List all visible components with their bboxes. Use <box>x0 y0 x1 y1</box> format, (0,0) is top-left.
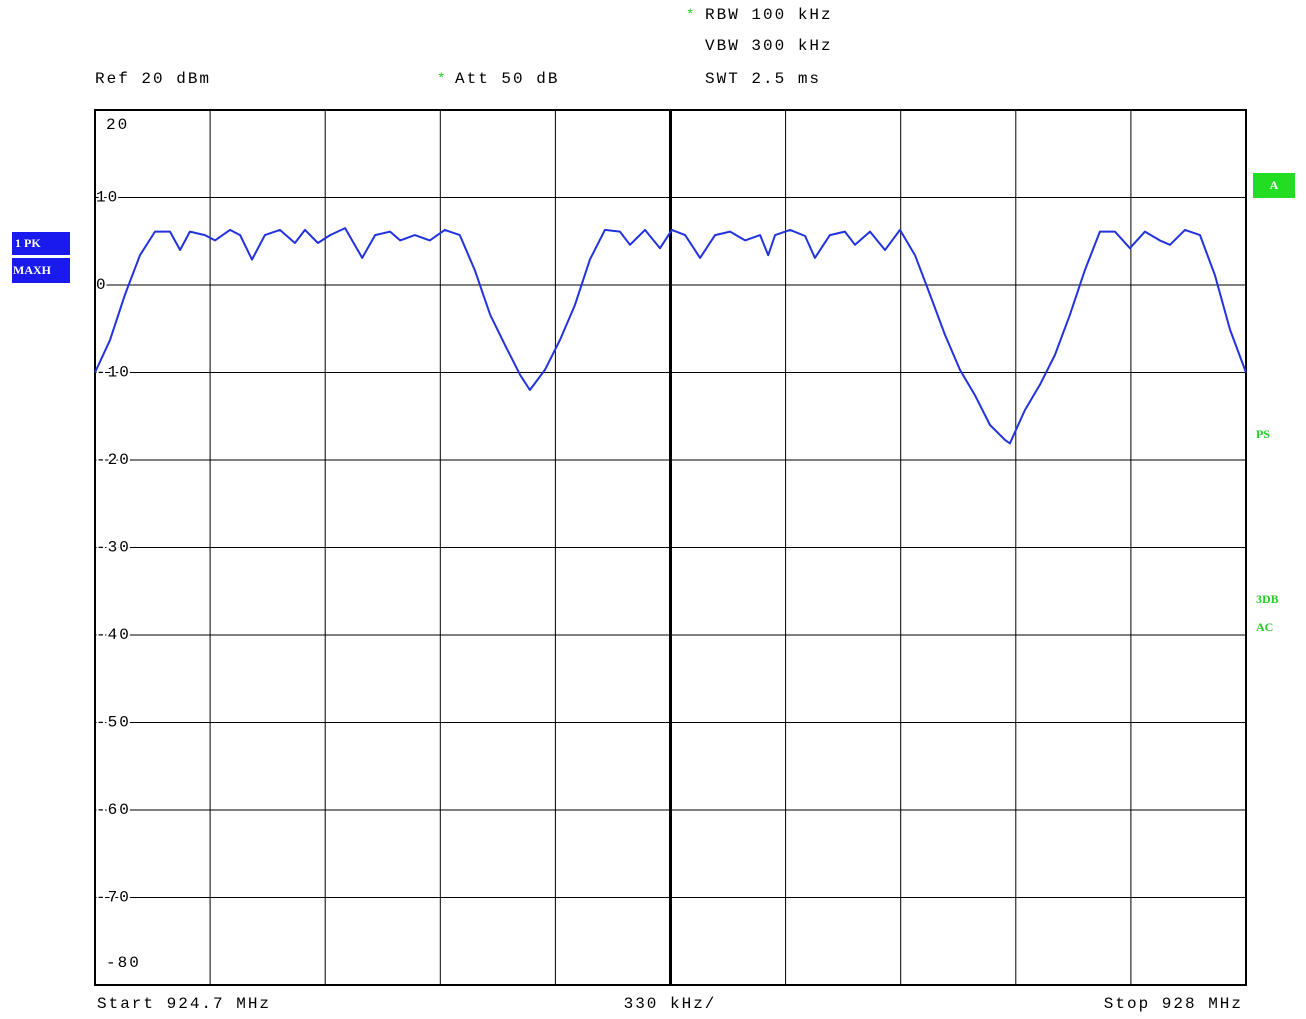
ref-level: Ref 20 dBm <box>95 70 211 88</box>
y-tick-label: 20 <box>106 116 129 134</box>
side-label: AC <box>1256 620 1273 634</box>
y-tick-label: -30 <box>96 539 131 557</box>
y-tick-label: -70 <box>96 889 131 907</box>
y-tick-label: 0 <box>96 276 108 294</box>
side-label: PS <box>1256 427 1270 441</box>
detector-label: MAXH <box>13 263 52 277</box>
y-tick-label: -50 <box>96 714 131 732</box>
span-per-div: 330 kHz/ <box>624 995 717 1013</box>
y-tick-label: -40 <box>96 626 131 644</box>
y-tick-label: -80 <box>106 954 141 972</box>
stop-freq: Stop 928 MHz <box>1104 995 1243 1013</box>
vbw: VBW 300 kHz <box>705 37 833 55</box>
y-tick-label: -60 <box>96 801 131 819</box>
y-tick-label: 10 <box>96 189 119 207</box>
screen-badge <box>1253 173 1295 198</box>
swt: SWT 2.5 ms <box>705 70 821 88</box>
attenuation: Att 50 dB <box>455 70 559 88</box>
trace-badge <box>12 232 70 255</box>
rbw: RBW 100 kHz <box>705 6 833 24</box>
y-tick-label: -20 <box>96 451 131 469</box>
y-tick-label: -10 <box>96 364 131 382</box>
plot-frame <box>94 109 1247 986</box>
trace-label: 1 PK <box>15 236 41 250</box>
rbw-flag: * <box>686 8 696 24</box>
att-flag: * <box>437 72 447 88</box>
start-freq: Start 924.7 MHz <box>97 995 271 1013</box>
detector-badge <box>12 258 70 283</box>
trace <box>94 227 1247 445</box>
side-label: 3DB <box>1256 592 1279 606</box>
screen-label: A <box>1270 178 1279 192</box>
